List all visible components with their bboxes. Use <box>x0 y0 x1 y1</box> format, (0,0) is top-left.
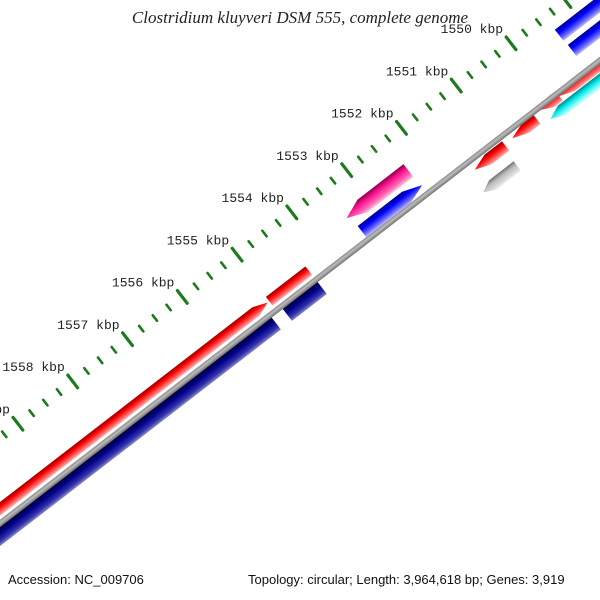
svg-text:1558 kbp: 1558 kbp <box>2 360 64 375</box>
svg-text:1550 kbp: 1550 kbp <box>441 22 503 37</box>
svg-text:1555 kbp: 1555 kbp <box>167 233 229 248</box>
svg-text:1554 kbp: 1554 kbp <box>222 191 284 206</box>
svg-text:1556 kbp: 1556 kbp <box>112 276 174 291</box>
svg-text:1552 kbp: 1552 kbp <box>331 107 393 122</box>
svg-text:1557 kbp: 1557 kbp <box>57 318 119 333</box>
svg-text:1553 kbp: 1553 kbp <box>276 149 338 164</box>
svg-text:1559 kbp: 1559 kbp <box>0 402 10 417</box>
svg-text:1551 kbp: 1551 kbp <box>386 64 448 79</box>
